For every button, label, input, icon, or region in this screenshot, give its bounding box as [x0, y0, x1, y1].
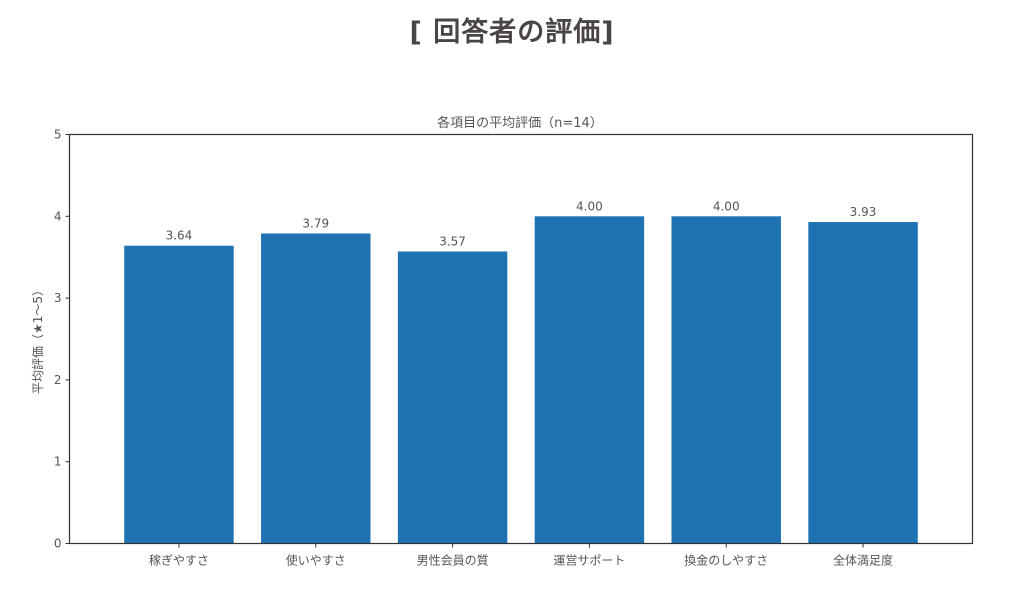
bar: [397, 251, 508, 544]
y-tick-label: 4: [54, 209, 62, 223]
bar: [534, 216, 645, 544]
y-tick-label: 1: [54, 455, 62, 469]
x-tick-label: 換金のしやすさ: [684, 553, 768, 568]
bar-value-label: 4.00: [576, 199, 603, 213]
y-tick-label: 5: [54, 128, 62, 142]
y-axis-label: 平均評価（★1〜5）: [30, 284, 45, 394]
bars-group: 3.64 3.79 3.57 4.00 4.00 3.93: [124, 199, 918, 544]
y-tick-label: 3: [54, 291, 62, 305]
y-tick-label: 0: [54, 537, 62, 551]
bar: [671, 216, 781, 544]
x-axis: 稼ぎやすさ 使いやすさ 男性会員の質 運営サポート 換金のしやすさ 全体満足度: [149, 543, 893, 568]
bar-value-label: 3.57: [439, 234, 466, 248]
x-tick-label: 男性会員の質: [417, 553, 489, 568]
chart-title: 各項目の平均評価（n=14）: [437, 115, 603, 131]
y-tick-label: 2: [54, 373, 62, 387]
x-tick-label: 使いやすさ: [286, 553, 346, 568]
bar-value-label: 3.64: [166, 229, 193, 243]
bar-value-label: 3.79: [302, 216, 329, 230]
bar-value-label: 4.00: [713, 199, 740, 213]
bar-value-label: 3.93: [850, 205, 877, 219]
y-axis: 0 1 2 3 4 5: [54, 128, 70, 551]
page-title: [ 回答者の評価]: [409, 17, 615, 48]
x-tick-label: 運営サポート: [553, 554, 625, 568]
bar: [808, 222, 918, 544]
bar: [124, 245, 234, 544]
plot-frame: [68, 133, 974, 545]
x-tick-label: 全体満足度: [833, 553, 893, 568]
x-tick-label: 稼ぎやすさ: [149, 553, 209, 568]
bar: [261, 233, 371, 544]
